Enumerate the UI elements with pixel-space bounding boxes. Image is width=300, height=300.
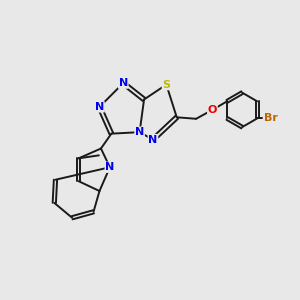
Text: O: O: [208, 105, 217, 115]
Text: S: S: [162, 80, 170, 90]
Text: N: N: [135, 127, 144, 137]
Text: Br: Br: [264, 113, 278, 124]
Text: N: N: [118, 78, 128, 88]
Text: N: N: [105, 162, 115, 172]
Text: N: N: [148, 135, 158, 145]
Text: N: N: [95, 102, 104, 112]
